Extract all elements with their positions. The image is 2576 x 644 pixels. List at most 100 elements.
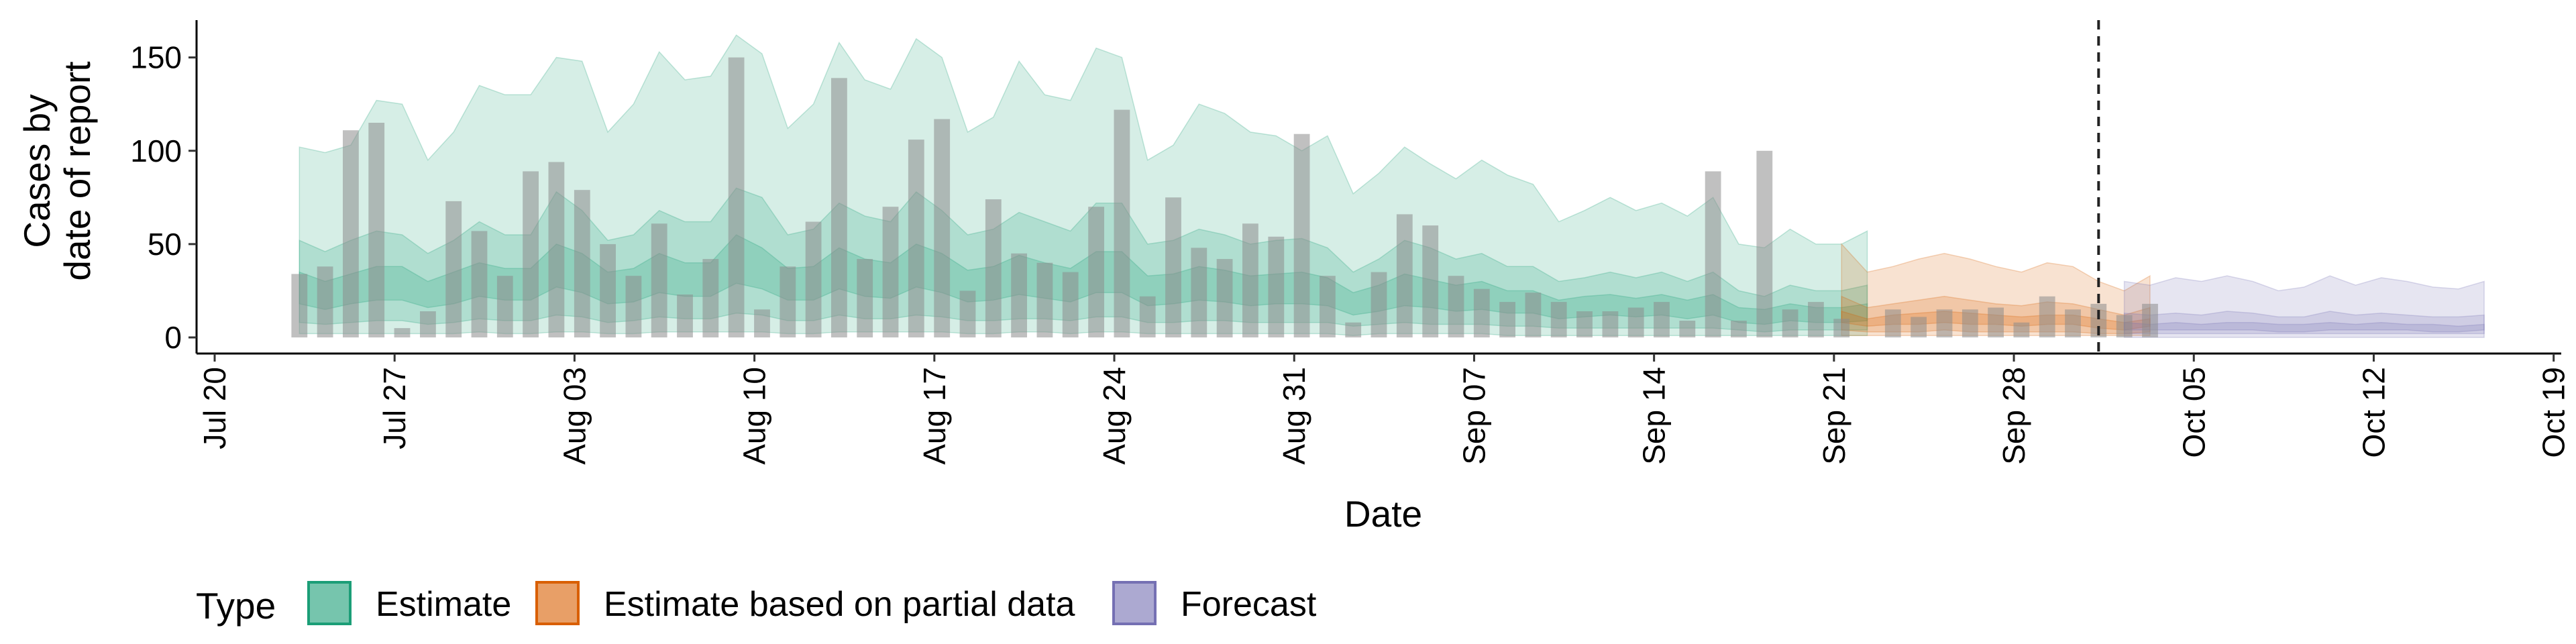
bar [343, 130, 359, 337]
bar [2142, 303, 2158, 337]
bar [1525, 292, 1542, 337]
bar [702, 259, 719, 337]
bar [1884, 309, 1901, 337]
x-tick-label: Oct 19 [2536, 367, 2571, 458]
bar [1448, 276, 1464, 337]
bar [1139, 296, 1156, 337]
bar [1165, 197, 1181, 337]
x-tick-label: Jul 27 [377, 367, 412, 449]
bar [1371, 272, 1387, 337]
bar [1602, 311, 1619, 337]
bar [934, 119, 951, 337]
bar [1627, 307, 1644, 337]
bar [291, 274, 308, 337]
bar [317, 266, 333, 337]
bar [1654, 302, 1670, 337]
x-tick-label: Sep 14 [1637, 367, 1672, 465]
bar [1320, 276, 1336, 337]
bar [754, 309, 770, 337]
x-tick-label: Aug 10 [737, 367, 772, 465]
forecast-ribbon-50 [2123, 311, 2485, 335]
legend-label: Estimate based on partial data [604, 585, 1075, 624]
y-axis-ticks: 0 50 100 150 [130, 40, 197, 355]
bar [1422, 225, 1439, 337]
bar [1731, 321, 1747, 337]
bar [728, 57, 745, 337]
bar [1114, 109, 1130, 337]
bar [1756, 150, 1773, 338]
y-tick-label: 50 [148, 227, 182, 262]
y-axis-title-line-2: date of report [56, 61, 98, 280]
bar [1499, 302, 1515, 337]
bar [1036, 262, 1053, 337]
legend-key [535, 581, 580, 625]
x-tick-label: Sep 28 [1996, 367, 2031, 465]
bar [445, 201, 462, 337]
forecast-ribbon-90 [2123, 275, 2485, 338]
bar [1011, 253, 1027, 337]
bar [1062, 272, 1079, 337]
forecast-ribbon-20 [2123, 321, 2485, 333]
x-axis-ticks: Jul 20 Jul 27 Aug 03 Aug 10 Aug 17 Aug 24 Aug … [197, 354, 2571, 465]
bar [1911, 317, 1927, 337]
bar [523, 171, 539, 337]
x-tick-label: Aug 31 [1277, 367, 1311, 465]
bar [651, 223, 667, 337]
bar [2013, 322, 2030, 337]
bar [600, 244, 616, 337]
estimate-ribbon-90 [299, 34, 1868, 336]
x-tick-label: Aug 24 [1097, 367, 1132, 465]
bar [1473, 288, 1490, 337]
axes [195, 20, 2561, 355]
bar [1782, 309, 1799, 337]
bar [1216, 259, 1233, 337]
bar [368, 123, 385, 337]
bar [2039, 296, 2055, 337]
bar [1396, 214, 1413, 337]
bar [805, 221, 822, 337]
bar [1962, 309, 1978, 337]
x-tick-label: Jul 20 [197, 367, 232, 449]
bar [1576, 311, 1593, 337]
legend-label: Forecast [1181, 585, 1317, 624]
bar [471, 231, 488, 337]
x-tick-label: Sep 07 [1456, 367, 1491, 465]
y-axis-title-line-1: Cases by [16, 94, 58, 248]
y-tick-label: 0 [164, 320, 182, 355]
bar-layer [291, 57, 2158, 338]
legend: Type Estimate Estimate based on partial d… [196, 581, 1317, 627]
bar [1550, 302, 1567, 337]
bar [959, 290, 976, 337]
bar [1679, 321, 1696, 337]
bar [2065, 309, 2081, 337]
bar [985, 199, 1002, 337]
y-tick-label: 150 [130, 40, 182, 75]
bar [677, 294, 693, 337]
bar [1088, 207, 1104, 337]
x-tick-label: Aug 03 [557, 367, 592, 465]
x-tick-label: Oct 12 [2357, 367, 2392, 458]
bar [857, 259, 873, 337]
bar [1242, 223, 1258, 337]
legend-label: Estimate [376, 585, 511, 624]
bar [2116, 315, 2133, 337]
bar [1705, 171, 1721, 337]
bar [831, 78, 847, 338]
x-tick-label: Sep 21 [1817, 367, 1851, 465]
legend-key [1112, 581, 1157, 625]
x-axis-title: Date [1344, 493, 1422, 535]
x-tick-label: Aug 17 [917, 367, 952, 465]
legend-title: Type [196, 585, 276, 627]
bar [1833, 319, 1850, 337]
x-tick-label: Oct 05 [2176, 367, 2211, 458]
bar [496, 276, 513, 337]
bar [574, 190, 590, 337]
bar [1988, 307, 2004, 337]
bar [1808, 302, 1824, 337]
bar [780, 266, 796, 337]
bar [1345, 322, 1362, 337]
bar [1191, 248, 1208, 337]
bar [394, 328, 411, 337]
bar [1293, 133, 1310, 337]
